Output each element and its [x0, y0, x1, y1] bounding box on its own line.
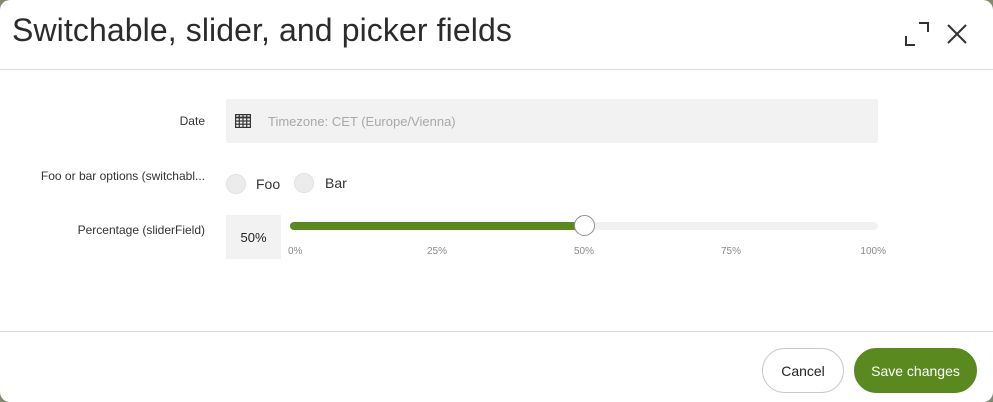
dialog-title: Switchable, slider, and picker fields	[12, 12, 512, 48]
slider-tick: 100%	[860, 246, 886, 257]
slider-tick: 50%	[573, 246, 594, 257]
slider-tick: 75%	[720, 246, 741, 257]
radio-bar[interactable]	[294, 173, 314, 193]
slider-tick: 25%	[426, 246, 447, 257]
slider-handle[interactable]	[574, 215, 595, 236]
slider-tick: 0%	[288, 246, 303, 257]
cancel-button[interactable]: Cancel	[762, 348, 844, 393]
percentage-label: Percentage (sliderField)	[77, 223, 205, 237]
radio-bar-label[interactable]: Bar	[325, 175, 347, 191]
maximize-button[interactable]	[903, 20, 931, 48]
close-icon	[947, 24, 967, 44]
calendar-icon[interactable]	[235, 114, 251, 128]
close-button[interactable]	[943, 20, 971, 48]
slider-value-display: 50%	[226, 215, 281, 259]
options-label: Foo or bar options (switchabl...	[40, 169, 205, 183]
radio-foo-label[interactable]: Foo	[256, 176, 281, 192]
radio-foo[interactable]	[226, 174, 246, 194]
date-input[interactable]	[268, 99, 868, 143]
date-label: Date	[179, 114, 205, 128]
slider-fill	[290, 222, 584, 230]
date-field[interactable]	[226, 99, 878, 143]
slider-track[interactable]	[290, 215, 878, 236]
maximize-icon	[905, 22, 929, 46]
save-changes-button[interactable]: Save changes	[854, 348, 977, 393]
dialog-footer: Cancel Save changes	[0, 331, 993, 402]
dialog-header: Switchable, slider, and picker fields	[0, 0, 993, 70]
